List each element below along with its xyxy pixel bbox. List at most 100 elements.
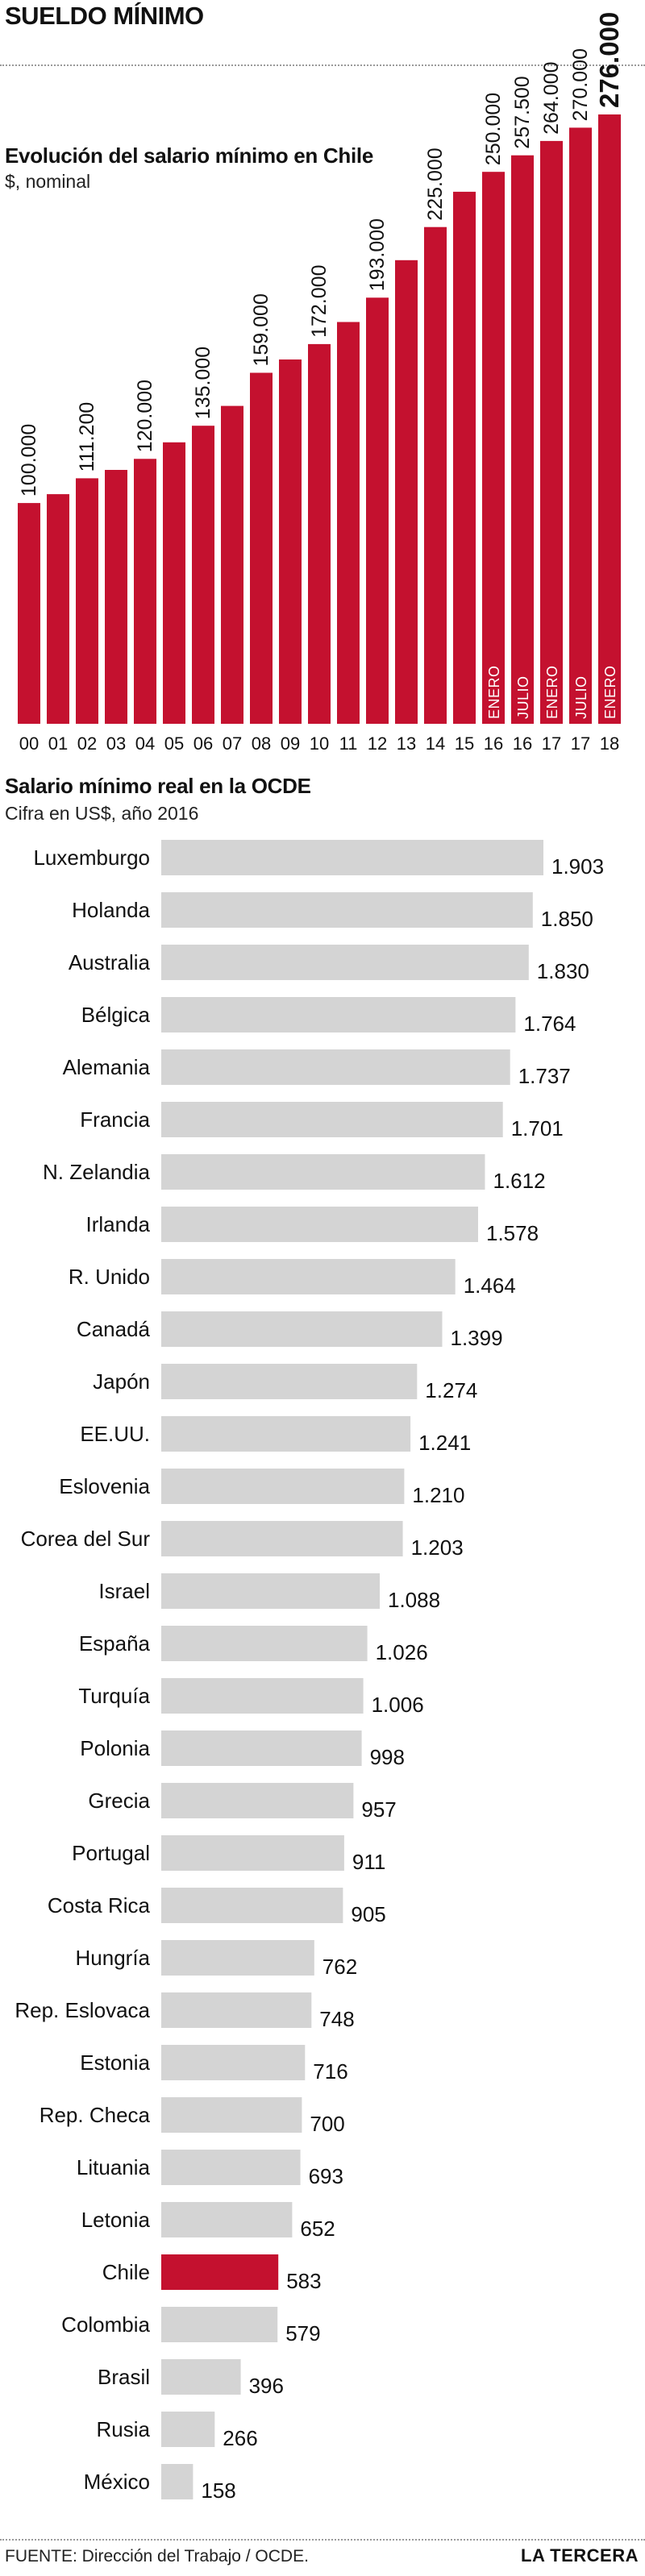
country-label: Portugal — [72, 1841, 150, 1865]
country-bar — [161, 2045, 306, 2080]
country-bar — [161, 1154, 485, 1190]
country-value: 998 — [370, 1745, 405, 1769]
publisher-brand: LA TERCERA — [521, 2545, 639, 2566]
country-bar — [161, 892, 533, 928]
country-value: 583 — [286, 2269, 321, 2293]
chile-wage-chart: 100.000 00 01 111.200 02 03 120.000 04 05 135.000… — [18, 12, 624, 754]
chile-wage-label: 135.000 — [192, 347, 214, 419]
chile-wage-bar — [337, 322, 360, 724]
chile-wage-bar — [250, 372, 273, 724]
country-label: Japón — [93, 1369, 150, 1394]
country-bar — [161, 1364, 418, 1399]
chile-wage-bar — [134, 459, 156, 724]
country-value: 158 — [201, 2478, 235, 2503]
chile-wage-bar — [598, 114, 621, 724]
country-bar — [161, 1626, 368, 1661]
year-tick-label: 09 — [281, 733, 300, 754]
country-bar — [161, 1311, 443, 1347]
country-value: 1.399 — [451, 1326, 503, 1350]
country-value: 1.850 — [541, 907, 593, 931]
chart1-title: Evolución del salario mínimo en Chile — [5, 143, 374, 168]
year-tick-label: 16 — [513, 733, 532, 754]
year-tick-label: 17 — [542, 733, 561, 754]
chile-bar-highlight — [161, 2254, 279, 2290]
chile-wage-label: 270.000 — [569, 48, 592, 121]
chile-wage-bar — [453, 191, 476, 724]
footer-divider — [0, 2539, 645, 2541]
country-label: Australia — [69, 950, 151, 974]
country-bar — [161, 2150, 301, 2185]
country-value: 1.701 — [511, 1116, 564, 1141]
country-bar — [161, 1940, 314, 1976]
chart2-subtitle: Cifra en US$, año 2016 — [5, 803, 199, 824]
year-tick-label: 13 — [397, 733, 416, 754]
chile-wage-bar — [47, 494, 69, 724]
year-tick-label: 00 — [19, 733, 39, 754]
country-label: Rep. Checa — [40, 2103, 151, 2127]
year-tick-label: 11 — [339, 733, 358, 754]
country-value: 748 — [319, 2007, 354, 2031]
chile-wage-label: 159.000 — [250, 293, 273, 366]
chile-wage-bar — [569, 127, 592, 724]
country-label: Francia — [80, 1107, 150, 1132]
country-label: Rep. Eslovaca — [15, 1998, 150, 2022]
chile-wage-bar — [395, 260, 418, 724]
country-label: Corea del Sur — [21, 1527, 151, 1551]
chile-wage-label: 172.000 — [308, 265, 331, 338]
chile-wage-label: 111.200 — [76, 402, 98, 472]
year-tick-label: 04 — [135, 733, 155, 754]
country-value: 762 — [322, 1955, 357, 1979]
chile-wage-bar — [105, 470, 127, 724]
country-label: EE.UU. — [80, 1422, 150, 1446]
country-value: 1.006 — [372, 1693, 424, 1717]
country-label: México — [84, 2470, 150, 2494]
country-value: 957 — [361, 1797, 396, 1822]
country-bar — [161, 1678, 364, 1714]
country-label: Canadá — [77, 1317, 151, 1341]
country-bar — [161, 2307, 278, 2342]
country-bar — [161, 1102, 503, 1137]
country-label: R. Unido — [69, 1265, 150, 1289]
country-value: 1.241 — [418, 1431, 471, 1455]
country-bar — [161, 840, 543, 875]
chart1-subtitle: $, nominal — [5, 171, 91, 192]
year-tick-label: 14 — [426, 733, 445, 754]
country-value: 1.737 — [518, 1064, 571, 1088]
country-value: 1.612 — [493, 1169, 546, 1193]
country-label: Turquía — [78, 1684, 150, 1708]
country-bar — [161, 945, 529, 980]
year-tick-label: 08 — [252, 733, 271, 754]
country-value: 396 — [249, 2374, 284, 2398]
year-tick-label: 12 — [368, 733, 387, 754]
chile-wage-label: 100.000 — [18, 424, 40, 497]
chile-wage-bar — [18, 503, 40, 724]
chile-wage-label: 225.000 — [424, 147, 447, 220]
chile-wage-label: 257.500 — [511, 76, 534, 148]
month-label: JULIO — [573, 675, 589, 719]
country-bar — [161, 1049, 510, 1085]
chile-wage-label: 250.000 — [482, 93, 505, 165]
country-bar — [161, 1783, 354, 1818]
country-label: Luxemburgo — [33, 846, 150, 870]
month-label: ENERO — [486, 665, 502, 719]
country-value: 700 — [310, 2112, 344, 2136]
country-bar — [161, 1207, 478, 1242]
year-tick-label: 07 — [223, 733, 242, 754]
chile-wage-bar — [76, 478, 98, 724]
country-bar — [161, 1521, 403, 1556]
year-tick-label: 17 — [571, 733, 590, 754]
year-tick-label: 01 — [48, 733, 68, 754]
country-value: 579 — [285, 2321, 320, 2345]
country-label: Hungría — [76, 1946, 151, 1970]
country-value: 911 — [352, 1850, 385, 1874]
chile-wage-label: 276.000 — [594, 12, 624, 108]
chile-wage-bar — [308, 343, 331, 724]
country-bar — [161, 1888, 343, 1923]
year-tick-label: 10 — [310, 733, 329, 754]
country-label: Estonia — [80, 2050, 150, 2075]
country-value: 1.830 — [537, 959, 589, 983]
source-note: FUENTE: Dirección del Trabajo / OCDE. — [5, 2547, 309, 2566]
country-label: Costa Rica — [48, 1893, 151, 1917]
country-label: Holanda — [72, 898, 150, 922]
country-bar — [161, 1992, 312, 2028]
